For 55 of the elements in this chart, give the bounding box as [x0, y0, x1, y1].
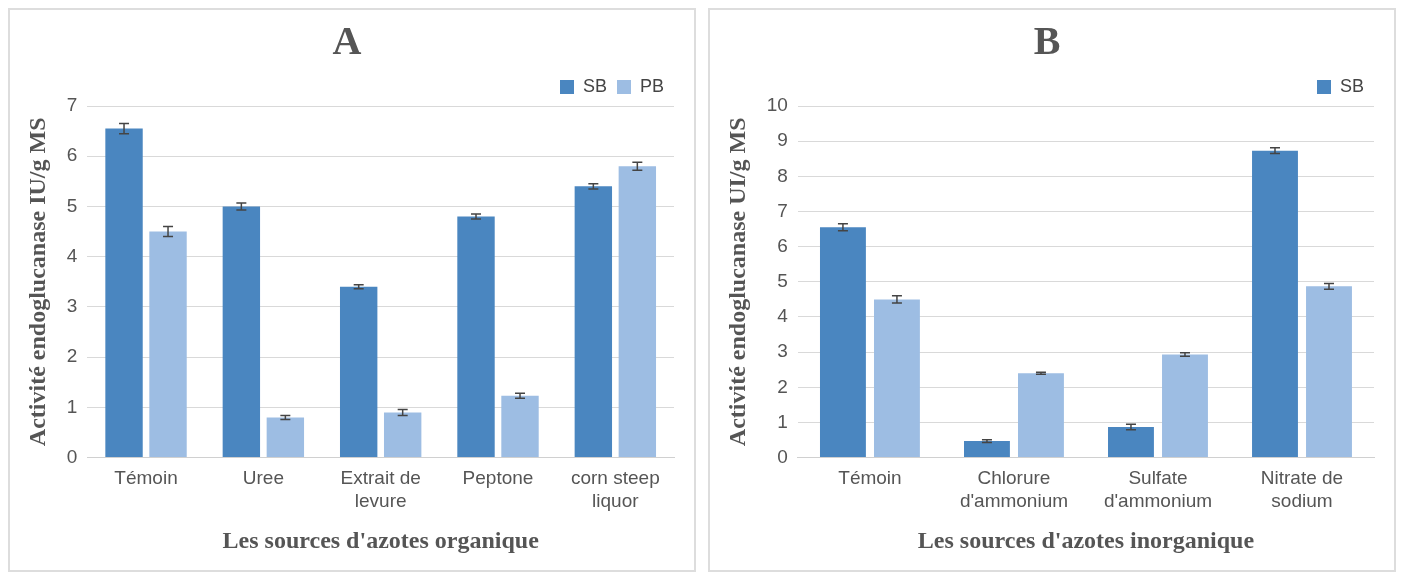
y-tick-label: 2	[66, 345, 78, 367]
legend-label: SB	[582, 75, 607, 96]
bar	[574, 186, 613, 458]
bar	[266, 417, 305, 458]
bar	[1018, 373, 1064, 458]
bar	[964, 441, 1010, 458]
x-tick-label: Témoin	[838, 467, 902, 489]
bar	[457, 216, 495, 458]
y-tick-label: 7	[66, 94, 78, 116]
x-axis-title: Les sources d'azotes organique	[222, 526, 540, 553]
bar	[819, 227, 866, 458]
x-axis-title: Les sources d'azotes inorganique	[917, 526, 1255, 553]
x-tick-label: Peptone	[462, 467, 534, 489]
legend-label: PB	[639, 75, 664, 96]
y-tick-label: 8	[777, 164, 788, 186]
x-tick-label: Sulfate d'ammonium	[1103, 467, 1213, 512]
y-tick-label: 6	[777, 234, 788, 256]
bar	[222, 206, 261, 458]
bar	[339, 286, 378, 458]
x-tick-label: Chlorure d'ammonium	[959, 467, 1069, 512]
bar	[1162, 354, 1208, 458]
bar	[1108, 427, 1154, 458]
y-tick-label: 4	[66, 244, 78, 266]
x-tick-label: Témoin	[114, 467, 178, 489]
legend-label: SB	[1339, 75, 1364, 96]
y-tick-label: 7	[777, 199, 788, 221]
bar	[618, 166, 657, 458]
x-tick-label: corn steep liquor	[570, 467, 660, 512]
x-tick-label: Nitrate de sodium	[1260, 467, 1344, 512]
chart-title: B	[1033, 18, 1061, 64]
y-tick-label: 1	[66, 395, 78, 417]
chart-title: A	[332, 18, 362, 64]
y-tick-label: 4	[777, 305, 789, 327]
bar	[1252, 150, 1298, 458]
y-tick-label: 10	[766, 94, 788, 116]
bar	[105, 128, 143, 458]
bar	[1306, 286, 1352, 458]
bar	[383, 412, 422, 458]
bar	[873, 299, 920, 458]
y-tick-label: 0	[777, 445, 788, 467]
y-tick-label: 5	[777, 270, 788, 292]
x-tick-label: Uree	[242, 467, 284, 489]
y-tick-label: 3	[66, 295, 78, 317]
y-tick-label: 0	[66, 445, 78, 467]
y-tick-label: 3	[777, 340, 788, 362]
y-axis-title: Activité endoglucanase IU/g MS	[23, 117, 50, 447]
bar	[149, 231, 187, 458]
y-tick-label: 9	[777, 129, 788, 151]
bar	[501, 395, 539, 458]
y-tick-label: 5	[66, 194, 78, 216]
y-tick-label: 2	[777, 375, 788, 397]
y-tick-label: 6	[66, 144, 78, 166]
x-tick-label: Extrait de levure	[340, 467, 421, 512]
y-axis-title: Activité endoglucanase UI/g MS	[723, 117, 750, 447]
y-tick-label: 1	[777, 410, 788, 432]
